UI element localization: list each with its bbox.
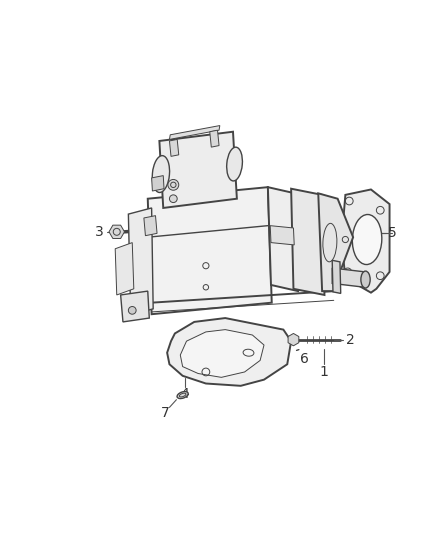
Ellipse shape xyxy=(352,214,382,264)
Text: 1: 1 xyxy=(319,365,328,379)
Polygon shape xyxy=(159,132,237,208)
Polygon shape xyxy=(170,140,179,156)
Polygon shape xyxy=(332,260,341,294)
Polygon shape xyxy=(144,216,157,236)
Circle shape xyxy=(128,306,136,314)
Ellipse shape xyxy=(227,147,242,181)
Ellipse shape xyxy=(177,392,188,399)
Text: 6: 6 xyxy=(300,352,309,366)
Polygon shape xyxy=(291,189,325,295)
Text: 4: 4 xyxy=(180,386,189,400)
Polygon shape xyxy=(318,193,353,291)
Polygon shape xyxy=(170,126,220,140)
Polygon shape xyxy=(152,175,164,191)
Polygon shape xyxy=(148,187,272,314)
Ellipse shape xyxy=(361,271,370,288)
Polygon shape xyxy=(332,268,365,287)
Polygon shape xyxy=(180,329,264,377)
Polygon shape xyxy=(210,130,219,147)
Polygon shape xyxy=(167,318,291,386)
Circle shape xyxy=(168,180,179,190)
Polygon shape xyxy=(115,243,134,295)
Text: 2: 2 xyxy=(346,333,355,346)
Ellipse shape xyxy=(152,156,170,192)
Text: 5: 5 xyxy=(388,227,396,240)
Polygon shape xyxy=(128,208,153,315)
Circle shape xyxy=(170,195,177,203)
Polygon shape xyxy=(342,189,389,293)
Polygon shape xyxy=(270,225,294,245)
Text: 7: 7 xyxy=(160,406,169,420)
Text: 3: 3 xyxy=(95,225,104,239)
Polygon shape xyxy=(120,291,149,322)
Polygon shape xyxy=(268,187,298,291)
